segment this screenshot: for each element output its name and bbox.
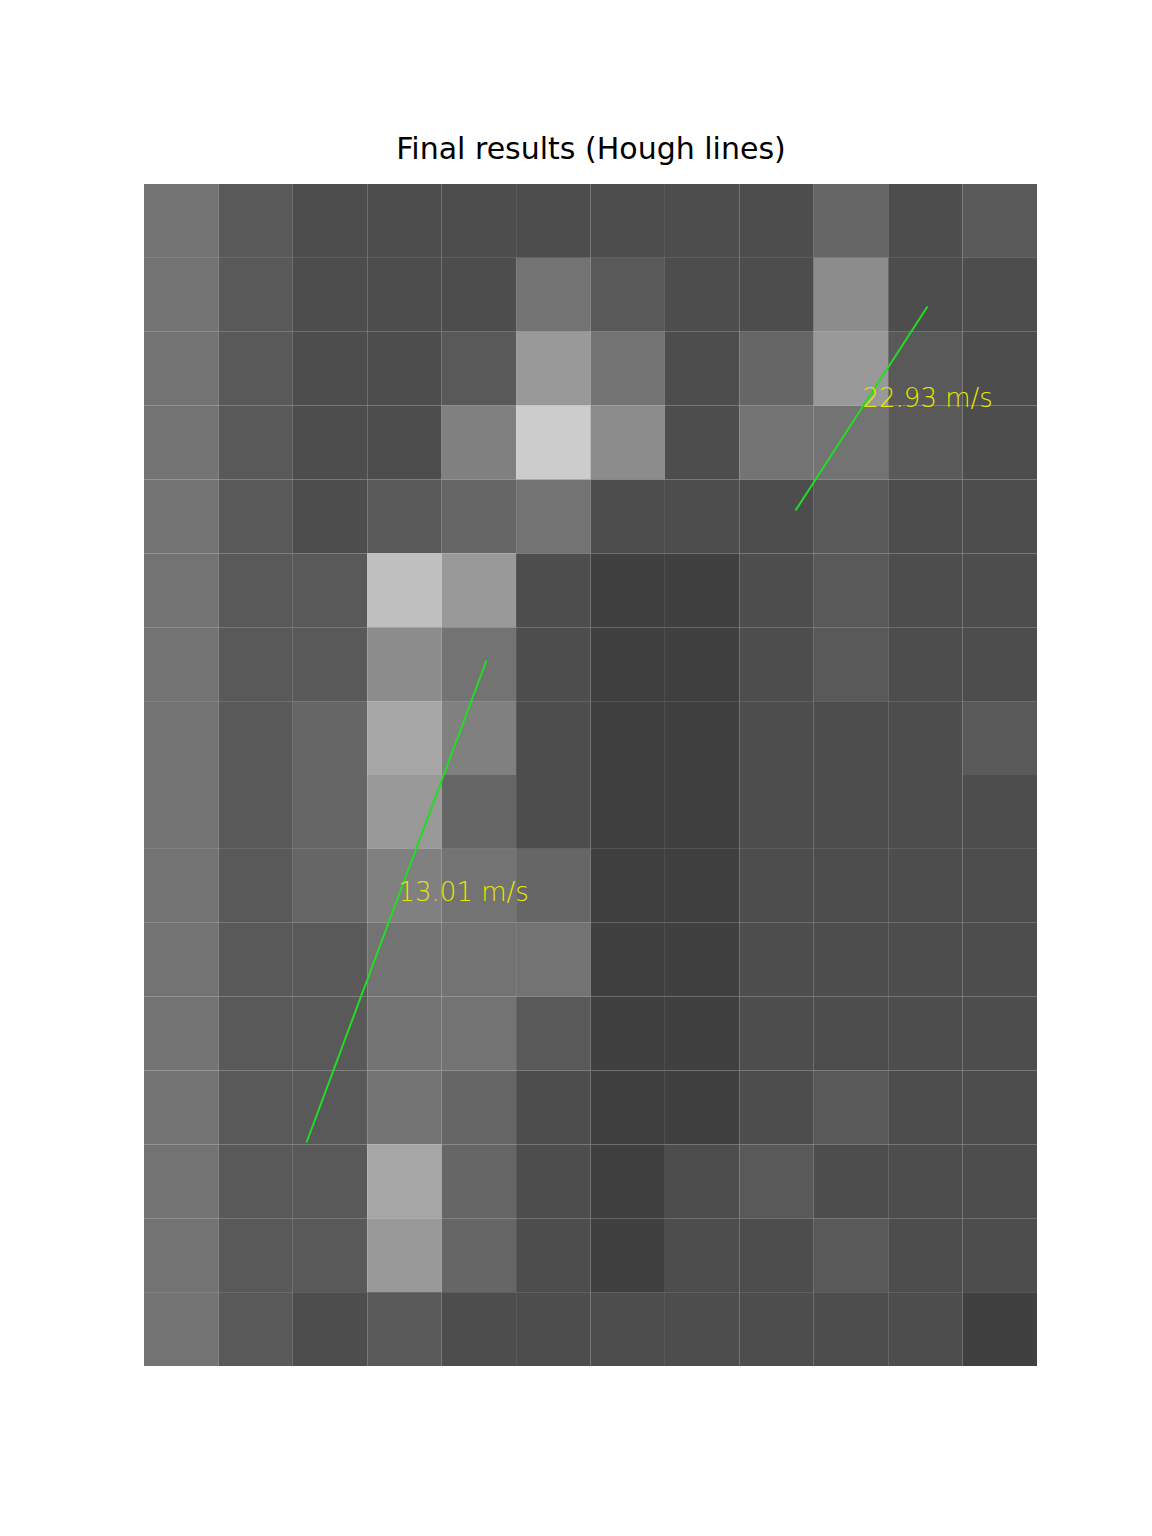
svg-text:22.93 m/s: 22.93 m/s [863,383,993,413]
svg-text:13.01 m/s: 13.01 m/s [399,877,529,907]
svg-text:Final results (Hough lines): Final results (Hough lines) [396,131,785,166]
